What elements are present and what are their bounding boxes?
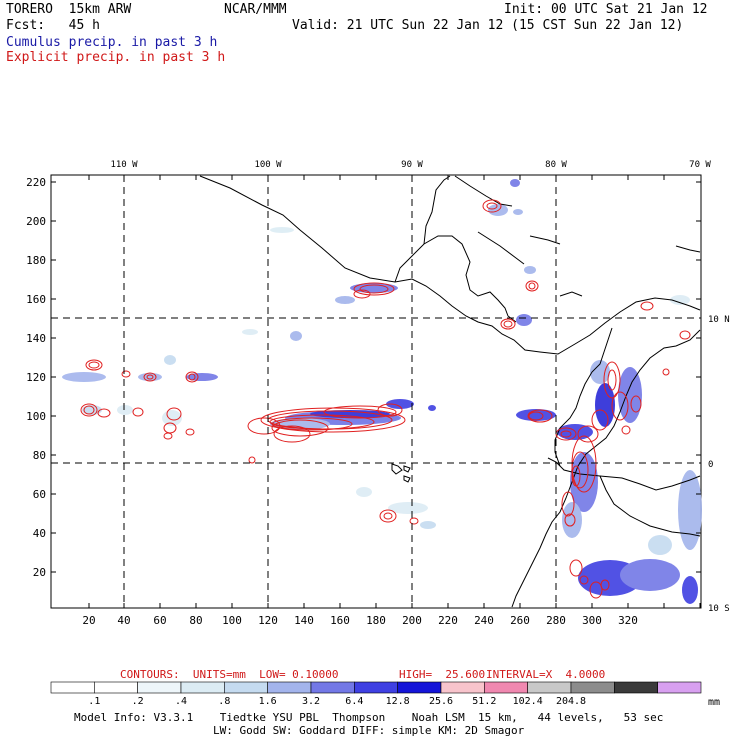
colorbar-cell <box>267 681 312 694</box>
x-tick-label: 60 <box>153 614 166 627</box>
colorbar-label: .4 <box>175 696 187 707</box>
explicit-legend-line: Explicit precip. in past 3 h <box>6 50 226 65</box>
lat-label-0: 0 <box>708 460 713 470</box>
colorbar-label: 204.8 <box>556 696 586 707</box>
x-tick-label: 320 <box>618 614 638 627</box>
colorbar-cell <box>657 681 702 694</box>
colorbar: .1.2.4.8 1.6 3.2 6.4 12.8 25.6 51.2 102.4 204.8 … <box>50 681 720 708</box>
lon-label-110w: 110 W <box>110 160 138 170</box>
init-time: Init: 00 UTC Sat 21 Jan 12 <box>504 2 708 17</box>
y-tick-label: 220 <box>26 176 46 189</box>
lon-label-70w: 70 W <box>689 160 711 170</box>
colorbar-label: .2 <box>132 696 144 707</box>
colorbar-cell <box>570 681 615 694</box>
valid-time: Valid: 21 UTC Sun 22 Jan 12 (15 CST Sun … <box>292 18 684 33</box>
colorbar-label: 51.2 <box>472 696 496 707</box>
colorbar-label: 1.6 <box>259 696 277 707</box>
colorbar-label: .1 <box>88 696 100 707</box>
x-tick-label: 220 <box>438 614 458 627</box>
colorbar-label: 12.8 <box>386 696 410 707</box>
lon-label-100w: 100 W <box>254 160 282 170</box>
colorbar-cell <box>224 681 268 694</box>
x-tick-label: 200 <box>402 614 422 627</box>
colorbar-cell <box>397 681 442 694</box>
x-tick-label: 260 <box>510 614 530 627</box>
colorbar-label: 102.4 <box>513 696 543 707</box>
colorbar-unit: mm <box>708 697 720 708</box>
x-tick-label: 80 <box>189 614 202 627</box>
x-tick-label: 120 <box>258 614 278 627</box>
y-tick-label: 20 <box>33 566 46 579</box>
x-tick-label: 240 <box>474 614 494 627</box>
colorbar-cell <box>527 681 572 694</box>
y-tick-label: 180 <box>26 254 46 267</box>
y-tick-label: 100 <box>26 410 46 423</box>
lat-label-10s: 10 S <box>708 604 730 614</box>
colorbar-cell <box>484 681 528 694</box>
x-tick-label: 300 <box>582 614 602 627</box>
contours-info: CONTOURS: UNITS=mm LOW= 0.10000 <box>120 668 339 681</box>
colorbar-cell <box>137 681 182 694</box>
y-tick-label: 60 <box>33 488 46 501</box>
model-title: TORERO 15km ARW <box>6 2 132 17</box>
center-label: NCAR/MMM <box>224 2 287 17</box>
explicit-precip-contours <box>80 199 691 599</box>
y-tick-label: 140 <box>26 332 46 345</box>
coastlines <box>199 175 701 608</box>
lat-lon-grid <box>51 175 701 608</box>
colorbar-label: .8 <box>218 696 230 707</box>
lon-label-80w: 80 W <box>545 160 567 170</box>
y-tick-label: 80 <box>33 449 46 462</box>
y-tick-label: 40 <box>33 527 46 540</box>
colorbar-cell <box>50 681 95 694</box>
contours-interval: INTERVAL=X 4.0000 <box>486 668 606 681</box>
lat-label-10n: 10 N <box>708 315 730 325</box>
x-tick-label: 280 <box>546 614 566 627</box>
colorbar-cell <box>440 681 485 694</box>
physics-info-line: LW: Godd SW: Goddard DIFF: simple KM: 2D… <box>213 724 525 737</box>
y-tick-label: 160 <box>26 293 46 306</box>
lon-label-90w: 90 W <box>401 160 423 170</box>
colorbar-label: 25.6 <box>429 696 453 707</box>
colorbar-label: 6.4 <box>345 696 363 707</box>
colorbar-cell <box>354 681 398 694</box>
x-tick-label: 40 <box>117 614 130 627</box>
y-tick-label: 120 <box>26 371 46 384</box>
colorbar-cell <box>310 681 355 694</box>
forecast-hour: Fcst: 45 h <box>6 18 100 33</box>
cumulus-legend-line: Cumulus precip. in past 3 h <box>6 35 218 50</box>
axis-ticks <box>51 175 701 608</box>
x-tick-label: 160 <box>330 614 350 627</box>
x-tick-label: 140 <box>294 614 314 627</box>
colorbar-label: 3.2 <box>302 696 320 707</box>
colorbar-cell <box>94 681 138 694</box>
x-tick-label: 180 <box>366 614 386 627</box>
x-tick-label: 100 <box>222 614 242 627</box>
x-tick-label: 20 <box>82 614 95 627</box>
contours-high: HIGH= 25.600 <box>399 668 486 681</box>
colorbar-cell <box>180 681 225 694</box>
model-info-line: Model Info: V3.3.1 Tiedtke YSU PBL Thomp… <box>74 711 664 724</box>
y-tick-label: 200 <box>26 215 46 228</box>
colorbar-cell <box>614 681 658 694</box>
